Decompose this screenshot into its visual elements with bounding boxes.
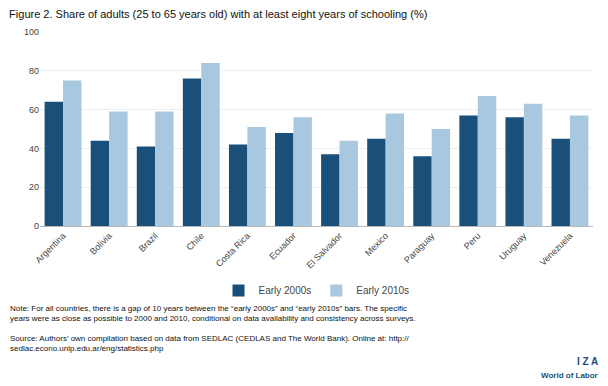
svg-text:Costa Rica: Costa Rica bbox=[214, 231, 252, 269]
svg-text:Venezuela: Venezuela bbox=[538, 231, 575, 268]
svg-text:Paraguay: Paraguay bbox=[402, 230, 437, 265]
svg-text:Chile: Chile bbox=[184, 231, 206, 253]
svg-text:El Salvador: El Salvador bbox=[305, 231, 345, 271]
svg-text:World of Labor: World of Labor bbox=[541, 371, 598, 380]
svg-text:Source: Authors’ own compilati: Source: Authors’ own compilation based o… bbox=[10, 334, 410, 353]
svg-text:0: 0 bbox=[34, 221, 39, 231]
svg-text:80: 80 bbox=[29, 66, 39, 76]
svg-text:Ecuador: Ecuador bbox=[267, 231, 298, 262]
svg-text:100: 100 bbox=[24, 27, 39, 37]
svg-text:Argentina: Argentina bbox=[33, 231, 67, 265]
svg-text:Uruguay: Uruguay bbox=[497, 230, 528, 261]
svg-text:Early 2000s: Early 2000s bbox=[259, 285, 312, 296]
svg-text:I Z A: I Z A bbox=[577, 356, 598, 367]
svg-text:60: 60 bbox=[29, 105, 39, 115]
svg-text:Mexico: Mexico bbox=[363, 231, 390, 258]
svg-text:Brazil: Brazil bbox=[137, 231, 160, 254]
svg-text:Peru: Peru bbox=[462, 231, 483, 252]
svg-text:Note: For all countries, there: Note: For all countries, there is a gap … bbox=[10, 304, 416, 323]
svg-text:Figure 2. Share of adults (25: Figure 2. Share of adults (25 to 65 year… bbox=[9, 8, 427, 20]
svg-text:40: 40 bbox=[29, 144, 39, 154]
svg-text:Early 2010s: Early 2010s bbox=[356, 285, 409, 296]
svg-text:20: 20 bbox=[29, 182, 39, 192]
svg-text:Bolivia: Bolivia bbox=[88, 231, 114, 257]
